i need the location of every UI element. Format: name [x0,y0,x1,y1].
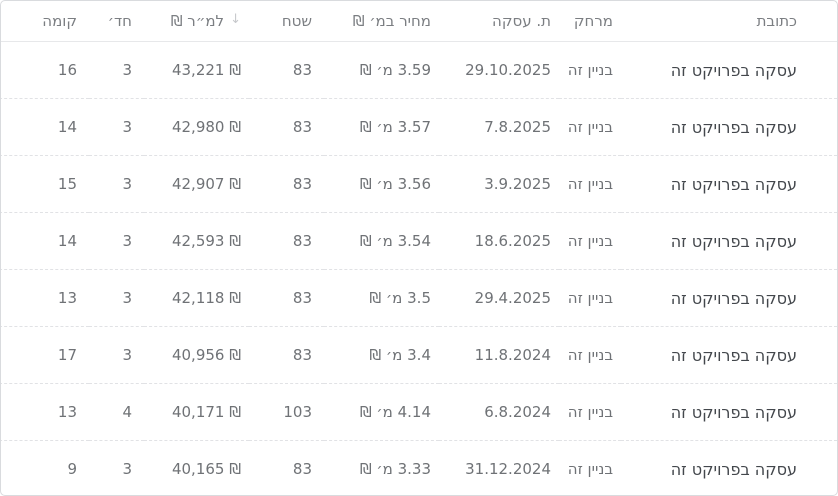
cell-area: 83 [249,212,324,270]
cell-price-per-sqm: ₪ 40,956 [144,326,249,384]
cell-rooms: 3 [89,155,144,213]
cell-deal-date: 11.8.2024 [439,326,559,384]
cell-deal-date: 29.10.2025 [439,41,559,99]
cell-area: 83 [249,326,324,384]
cell-address: עסקה בפרויקט זה [621,269,837,327]
header-row: כתובת מרחק ת. עסקה מחיר במ׳ ₪ שטח ↓ למ״ר … [1,1,837,42]
cell-price-per-sqm: ₪ 42,907 [144,155,249,213]
cell-rooms: 4 [89,383,144,441]
cell-area: 83 [249,98,324,156]
deal-row: עסקה בפרויקט זה בניין זה 3.9.2025 3.56 מ… [1,155,837,213]
cell-address: עסקה בפרויקט זה [621,383,837,441]
cell-area: 83 [249,41,324,99]
column-header-price-per-sqm-label: למ״ר ₪ [170,12,225,30]
cell-distance: בניין זה [559,269,621,327]
cell-rooms: 3 [89,326,144,384]
column-header-address[interactable]: כתובת [621,1,837,42]
cell-deal-date: 31.12.2024 [465,460,551,478]
deal-row: עסקה בפרויקט זה בניין זה 6.8.2024 4.14 מ… [1,383,837,441]
column-header-floor[interactable]: קומה [1,1,89,42]
cell-deal-date: 3.9.2025 [439,155,559,213]
cell-area: 103 [249,383,324,441]
cell-floor: 14 [1,98,89,156]
cell-distance: בניין זה [559,212,621,270]
cell-floor: 14 [1,212,89,270]
cell-floor: 15 [1,155,89,213]
deal-row: עסקה בפרויקט זה בניין זה 29.4.2025 3.5 מ… [1,269,837,327]
cell-distance: בניין זה [559,155,621,213]
cell-area: 83 [249,155,324,213]
deal-row: עסקה בפרויקט זה בניין זה 18.6.2025 3.54 … [1,212,837,270]
cell-deal-date: 29.4.2025 [439,269,559,327]
deal-row: עסקה בפרויקט זה בניין זה 11.8.2024 3.4 מ… [1,326,837,384]
column-header-price-per-sqm[interactable]: ↓ למ״ר ₪ [144,1,249,42]
cell-floor: 16 [1,41,89,99]
cell-price: 3.33 מ׳ ₪ [359,460,431,478]
deal-row: עסקה בפרויקט זה בניין זה 31.12.2024 3.33… [1,441,837,496]
deal-row: עסקה בפרויקט זה בניין זה 7.8.2025 3.57 מ… [1,98,837,156]
cell-price-per-sqm: ₪ 40,165 [171,460,241,478]
cell-price-per-sqm: ₪ 43,221 [144,41,249,99]
cell-area: 83 [249,269,324,327]
cell-distance: בניין זה [559,383,621,441]
cell-price: 3.5 מ׳ ₪ [324,269,439,327]
deal-row: עסקה בפרויקט זה בניין זה 29.10.2025 3.59… [1,41,837,99]
column-header-deal-date[interactable]: ת. עסקה [439,1,559,42]
cell-price-per-sqm: ₪ 42,593 [144,212,249,270]
cell-price-per-sqm: ₪ 42,118 [144,269,249,327]
cell-deal-date: 7.8.2025 [439,98,559,156]
cell-price: 3.57 מ׳ ₪ [324,98,439,156]
cell-deal-date: 6.8.2024 [439,383,559,441]
cell-rooms: 3 [89,212,144,270]
column-header-rooms[interactable]: חד׳ [89,1,144,42]
cell-price: 3.54 מ׳ ₪ [324,212,439,270]
cell-rooms: 3 [89,41,144,99]
cell-floor: 13 [1,269,89,327]
cell-address: עסקה בפרויקט זה [621,212,837,270]
cell-floor: 17 [1,326,89,384]
cell-floor: 13 [1,383,89,441]
cell-area: 83 [292,460,312,478]
cell-rooms: 3 [89,269,144,327]
column-header-distance[interactable]: מרחק [559,1,621,42]
cell-distance: בניין זה [559,326,621,384]
cell-distance: בניין זה [567,460,613,478]
cell-price: 3.59 מ׳ ₪ [324,41,439,99]
cell-price-per-sqm: ₪ 40,171 [144,383,249,441]
cell-price: 3.56 מ׳ ₪ [324,155,439,213]
cell-distance: בניין זה [559,98,621,156]
column-header-price[interactable]: מחיר במ׳ ₪ [324,1,439,42]
cell-price-per-sqm: ₪ 42,980 [144,98,249,156]
cell-address: עסקה בפרויקט זה [621,155,837,213]
cell-floor: 9 [67,460,77,478]
cell-rooms: 3 [122,460,132,478]
cell-price: 3.4 מ׳ ₪ [324,326,439,384]
cell-address: עסקה בפרויקט זה [621,41,837,99]
column-header-area[interactable]: שטח [249,1,324,42]
cell-address: עסקה בפרויקט זה [621,98,837,156]
cell-address: עסקה בפרויקט זה [670,459,797,479]
cell-distance: בניין זה [559,41,621,99]
sort-descending-icon: ↓ [230,12,241,27]
cell-price: 4.14 מ׳ ₪ [324,383,439,441]
cell-address: עסקה בפרויקט זה [621,326,837,384]
cell-rooms: 3 [89,98,144,156]
cell-deal-date: 18.6.2025 [439,212,559,270]
